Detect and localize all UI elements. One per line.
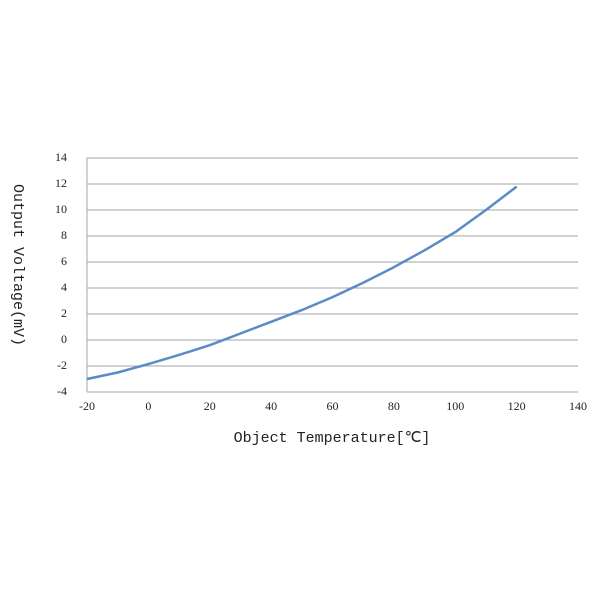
y-tick-label: 6 <box>61 254 67 268</box>
x-tick-label: 60 <box>327 399 339 413</box>
x-tick-label: 120 <box>508 399 526 413</box>
y-tick-label: 8 <box>61 228 67 242</box>
y-tick-label: 2 <box>61 306 67 320</box>
x-tick-label: 100 <box>446 399 464 413</box>
y-tick-label: -2 <box>57 358 67 372</box>
x-tick-label: 80 <box>388 399 400 413</box>
x-tick-label: -20 <box>79 399 95 413</box>
y-tick-label: 10 <box>55 202 67 216</box>
y-tick-label: 12 <box>55 176 67 190</box>
y-tick-label: 14 <box>55 150 67 164</box>
y-tick-label: -4 <box>57 384 67 398</box>
x-tick-label: 20 <box>204 399 216 413</box>
x-tick-label: 40 <box>265 399 277 413</box>
x-axis-label: Object Temperature[℃] <box>234 430 431 447</box>
data-line <box>86 185 518 381</box>
x-tick-label: 140 <box>569 399 587 413</box>
x-tick-label: 0 <box>145 399 151 413</box>
y-tick-label: 4 <box>61 280 67 294</box>
y-tick-label: 0 <box>61 332 67 346</box>
y-axis-label: Output Voltage(mV) <box>9 184 26 346</box>
